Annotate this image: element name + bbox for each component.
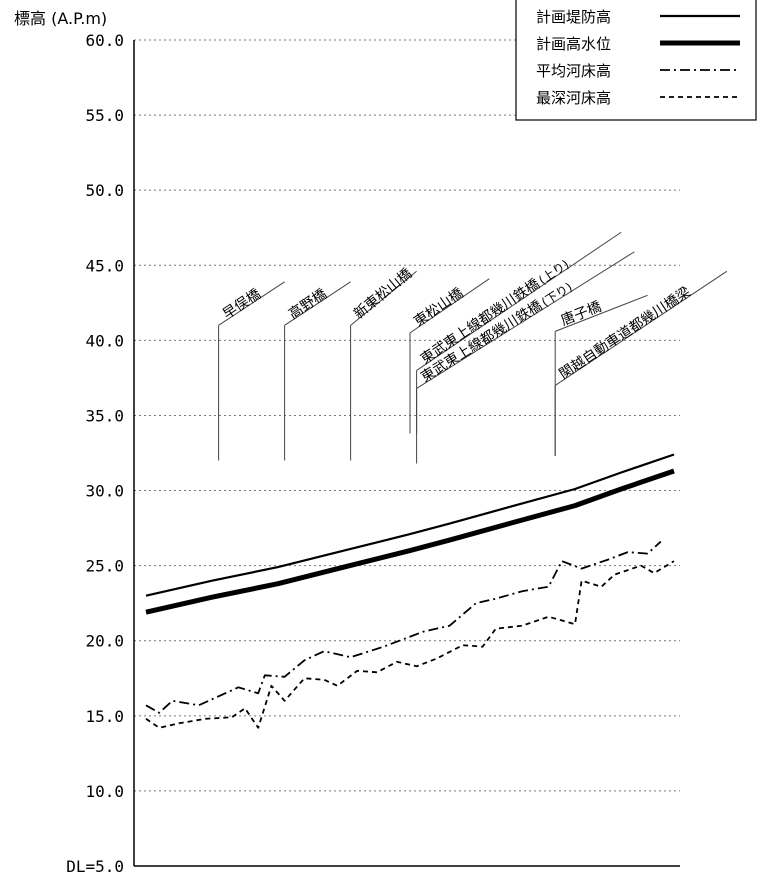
bridge-leader-slanted [218,281,285,326]
y-tick-label: 25.0 [85,557,124,576]
y-tick-label: 55.0 [85,106,124,125]
series-line-1 [145,453,675,597]
y-tick-label: 50.0 [85,181,124,200]
bridge-leader-slanted [284,281,351,326]
bridge-leader-slanted [350,270,417,326]
legend-label: 計画高水位 [536,35,611,53]
legend-label: 平均河床高 [536,62,611,80]
y-tick-label: 30.0 [85,482,124,501]
y-tick-label: 40.0 [85,331,124,350]
y-tick-labels: 60.0 55.0 50.0 45.0 40.0 35.0 30.0 25.0 20.0 15.0… [66,31,124,875]
bridge-leader-slanted [416,231,622,371]
bridge-leader-slanted [409,278,490,334]
bridge-leader-slanted [554,270,728,386]
series-lines [145,453,675,729]
y-tick-label: 60.0 [85,31,124,50]
legend-label: 最深河床高 [536,89,611,107]
series-line-4 [145,560,675,729]
series-line-3 [145,540,662,714]
bridge-leader-slanted [416,251,635,389]
y-axis-label: 標高 (A.P.m) [14,9,107,28]
legend-box [515,0,757,121]
y-tick-label: 45.0 [85,256,124,275]
y-tick-label: 15.0 [85,707,124,726]
y-tick-label: 35.0 [85,406,124,425]
y-tick-label: 10.0 [85,782,124,801]
legend-label: 計画堤防高 [536,8,611,26]
y-tick-label: DL=5.0 [66,857,124,875]
y-tick-label: 20.0 [85,632,124,651]
bridge-leader-slanted [555,294,648,332]
series-line-2 [145,468,675,615]
